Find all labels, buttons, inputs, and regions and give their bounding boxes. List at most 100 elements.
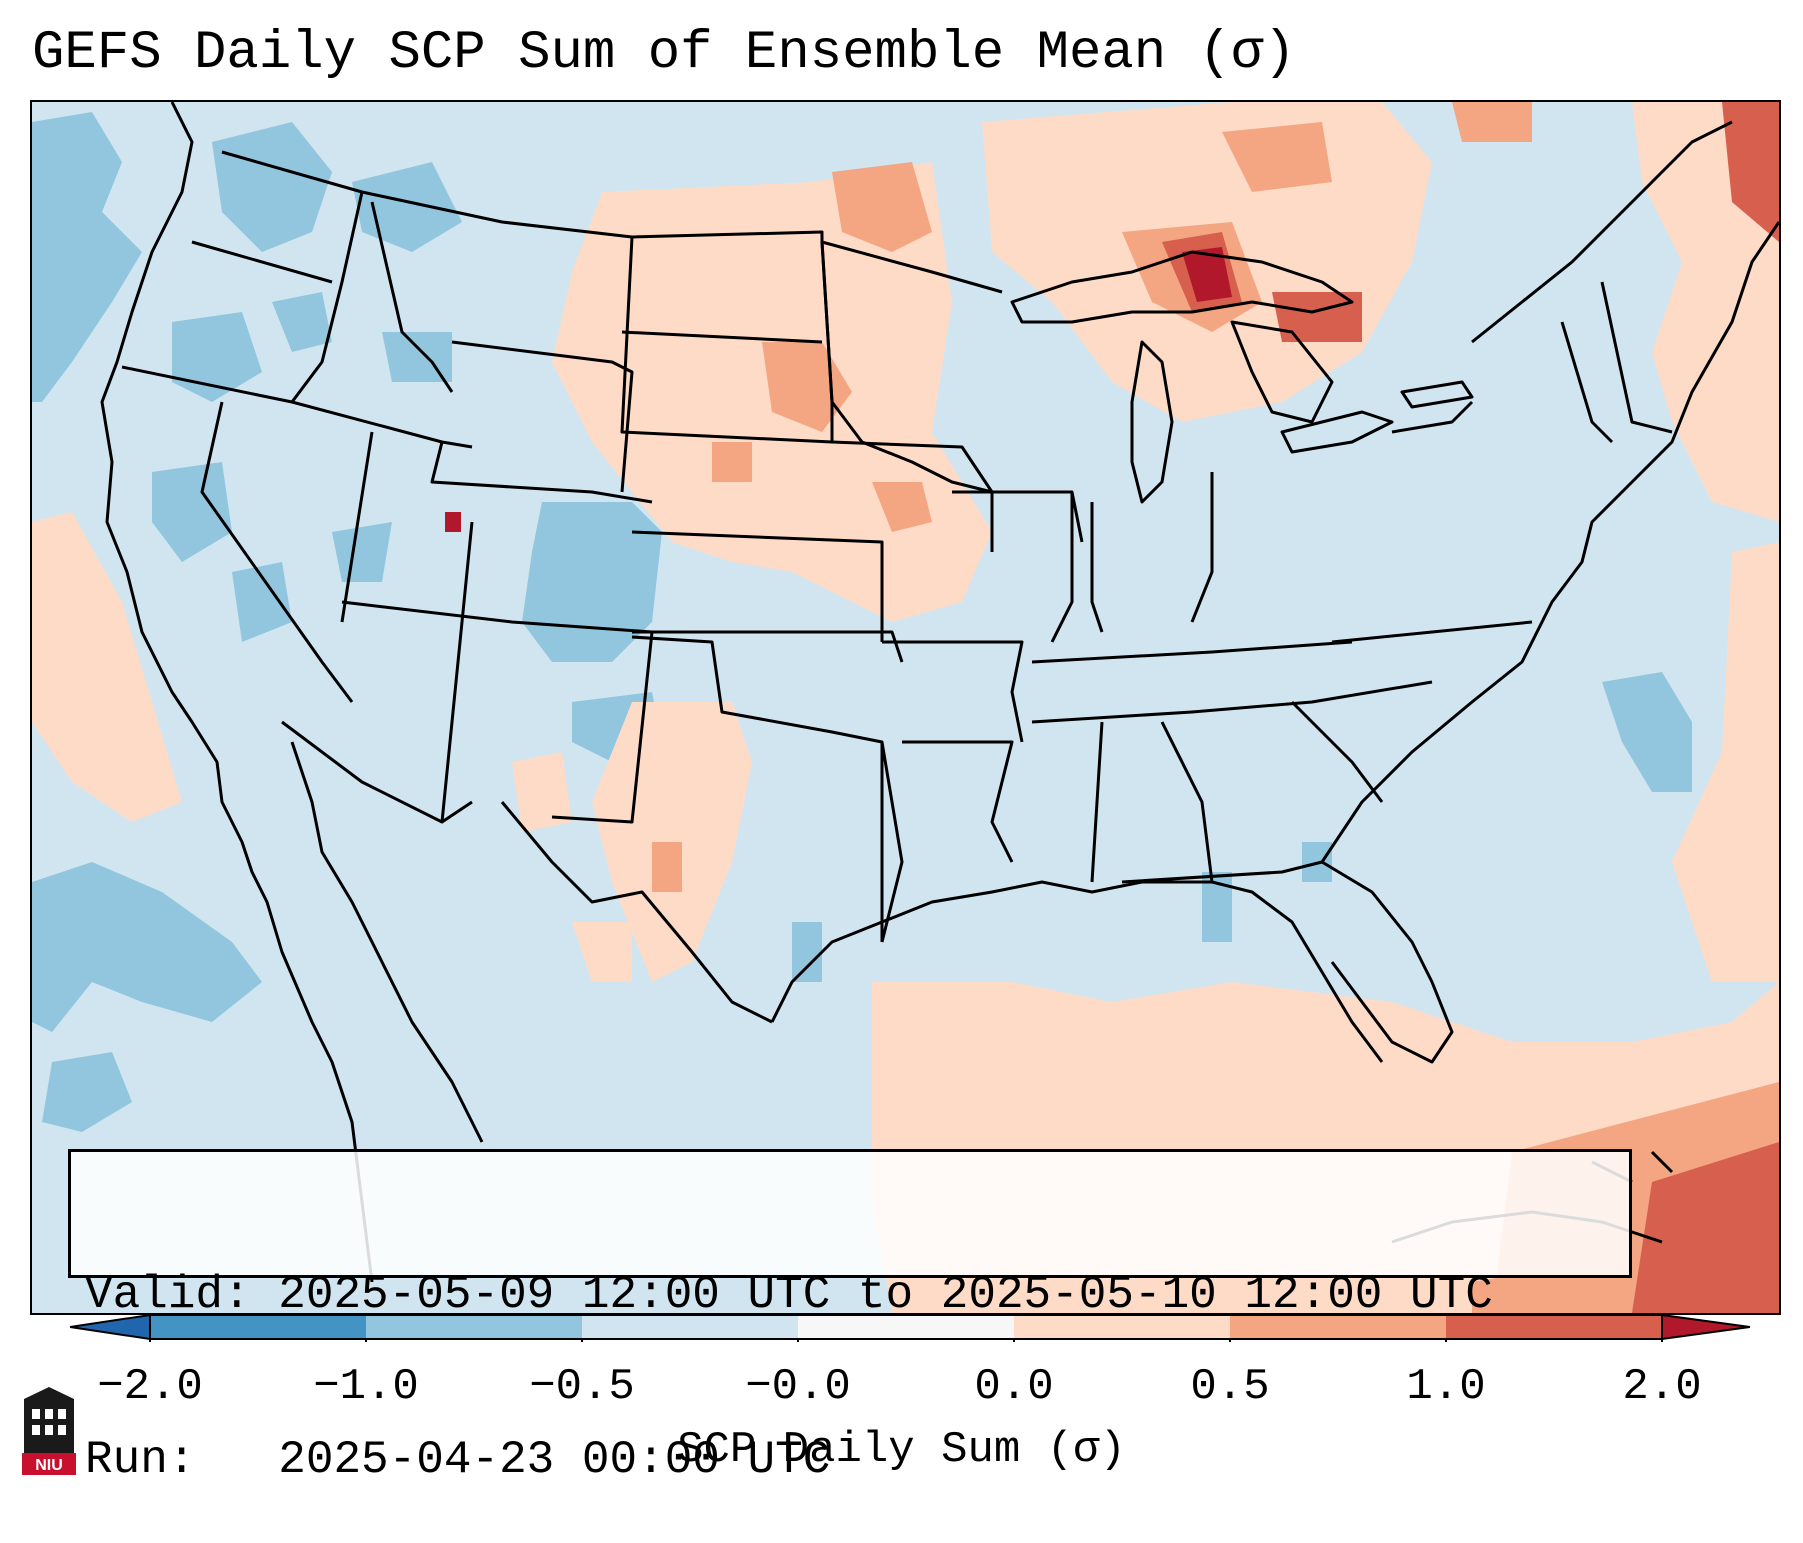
lake-erie <box>1280 410 1394 454</box>
colorbar-bin <box>798 1315 1014 1339</box>
colorbar-tick-label: −1.0 <box>313 1362 419 1412</box>
border-mo-ar <box>882 640 1024 743</box>
border-ok-tx <box>631 635 884 942</box>
anomaly-patch <box>332 522 392 582</box>
page-title: GEFS Daily SCP Sum of Ensemble Mean (σ) <box>32 23 1296 84</box>
border-pa-ny <box>1391 400 1474 434</box>
border-tx-la <box>880 741 904 943</box>
border-ks-ok <box>632 630 904 663</box>
lake-huron <box>1230 320 1334 424</box>
anomaly-patch <box>42 1052 132 1132</box>
border-ny-ne <box>1560 321 1614 444</box>
border-az-nm <box>440 621 464 823</box>
baja-coastline <box>290 741 484 1143</box>
colorbar-tick-label: 2.0 <box>1622 1362 1702 1412</box>
border-nv-ut <box>340 431 374 623</box>
border-nd-sd <box>621 330 823 344</box>
niu-logo: NIU <box>22 1387 76 1475</box>
border-ms-al <box>1090 721 1104 883</box>
anomaly-patch <box>1722 102 1779 242</box>
anomaly-patch <box>712 442 752 482</box>
canada-border <box>221 150 1003 294</box>
anomaly-patch <box>272 292 332 352</box>
west-coastline <box>100 102 374 1283</box>
border-or-ca-nv-id <box>121 365 473 449</box>
border-ga-fl <box>1121 860 1323 884</box>
border-oh-pa <box>1190 472 1214 623</box>
border-mex-tx <box>500 801 773 1024</box>
anomaly-patch <box>382 332 452 382</box>
anomaly-patch <box>152 462 232 562</box>
border-co-nm <box>460 521 474 623</box>
anomaly-patch <box>872 482 932 532</box>
border-nv-ca <box>200 401 354 703</box>
border-al-ga <box>1160 721 1214 883</box>
gulf-coastline <box>770 880 1384 1063</box>
colorbar-bin <box>1230 1315 1446 1339</box>
border-ga-sc <box>1290 700 1384 803</box>
border-ut-az <box>341 600 653 634</box>
anomaly-patch <box>832 162 932 252</box>
colorbar-bin <box>150 1315 366 1339</box>
conus-map[interactable] <box>32 102 1779 1313</box>
atlantic-coastline <box>1320 221 1779 863</box>
border-ar-la <box>902 740 1014 863</box>
border-in-oh <box>1090 502 1104 633</box>
border-va-nc <box>1331 620 1533 644</box>
anomaly-patch <box>792 922 822 982</box>
anomaly-patch <box>1632 1142 1779 1313</box>
colorbar-tick-label: 1.0 <box>1406 1362 1486 1412</box>
colorbar-outline <box>149 1314 1663 1340</box>
border-mn <box>820 241 993 494</box>
anomaly-patch <box>32 512 182 822</box>
border-ut-co <box>430 441 653 504</box>
canada-east-coastline <box>1471 120 1733 344</box>
anomaly-patch <box>445 512 461 532</box>
border-tn-ms-al <box>1031 680 1433 724</box>
anomaly-patch <box>172 312 262 402</box>
colorbar-label: SCP Daily Sum (σ) <box>677 1425 1126 1475</box>
colorbar-tick-label: −0.5 <box>529 1362 635 1412</box>
border-new-england <box>1600 281 1673 434</box>
map-panel[interactable] <box>30 100 1781 1315</box>
lake-ontario <box>1400 380 1474 409</box>
anomaly-patch <box>1222 122 1332 192</box>
border-il-in <box>1050 492 1074 643</box>
border-nm-tx <box>551 631 654 824</box>
anomaly-patch <box>1602 672 1692 792</box>
anomaly-patch <box>572 922 632 982</box>
anomaly-patch <box>1202 872 1232 942</box>
anomaly-patch <box>1182 247 1232 302</box>
lake-superior <box>1010 250 1354 324</box>
border-id-mt <box>290 191 364 403</box>
border-ky-tn <box>1031 640 1353 664</box>
anomaly-patch <box>32 112 142 402</box>
colorbar-extend-high <box>1661 1313 1750 1341</box>
run-time-text: Run: 2025-04-23 00:00 UTC <box>85 1434 831 1486</box>
colorbar-bin <box>1446 1315 1662 1339</box>
anomaly-patch <box>1672 542 1779 982</box>
anomaly-patch <box>232 562 292 642</box>
florida-coastline <box>1321 860 1454 1064</box>
colorbar-bin <box>1014 1315 1230 1339</box>
border-id-wy <box>370 201 454 393</box>
niu-logo-text: NIU <box>35 1457 63 1474</box>
anomaly-patch <box>32 862 262 1032</box>
anomaly-patch <box>1452 102 1532 142</box>
colorbar-tick-label: −2.0 <box>97 1362 203 1412</box>
border-ia-mo <box>831 440 994 552</box>
colorbar-tick-label: 0.5 <box>1190 1362 1270 1412</box>
colorbar-bin <box>582 1315 798 1339</box>
anomaly-shading <box>32 102 1779 1313</box>
colorbar-bin <box>366 1315 582 1339</box>
lake-michigan <box>1130 340 1174 504</box>
anomaly-patch <box>512 752 572 832</box>
anomaly-patch <box>212 122 332 252</box>
anomaly-patch <box>652 842 682 892</box>
anomaly-patch <box>1472 1272 1532 1313</box>
valid-run-info-box: Valid: 2025-05-09 12:00 UTC to 2025-05-1… <box>68 1149 1632 1486</box>
colorbar-tick-label: 0.0 <box>974 1362 1054 1412</box>
colorbar-extend-low <box>70 1313 151 1341</box>
colorbar-tick-label: −0.0 <box>745 1362 851 1412</box>
valid-time-text: Valid: 2025-05-09 12:00 UTC to 2025-05-1… <box>85 1269 1493 1321</box>
